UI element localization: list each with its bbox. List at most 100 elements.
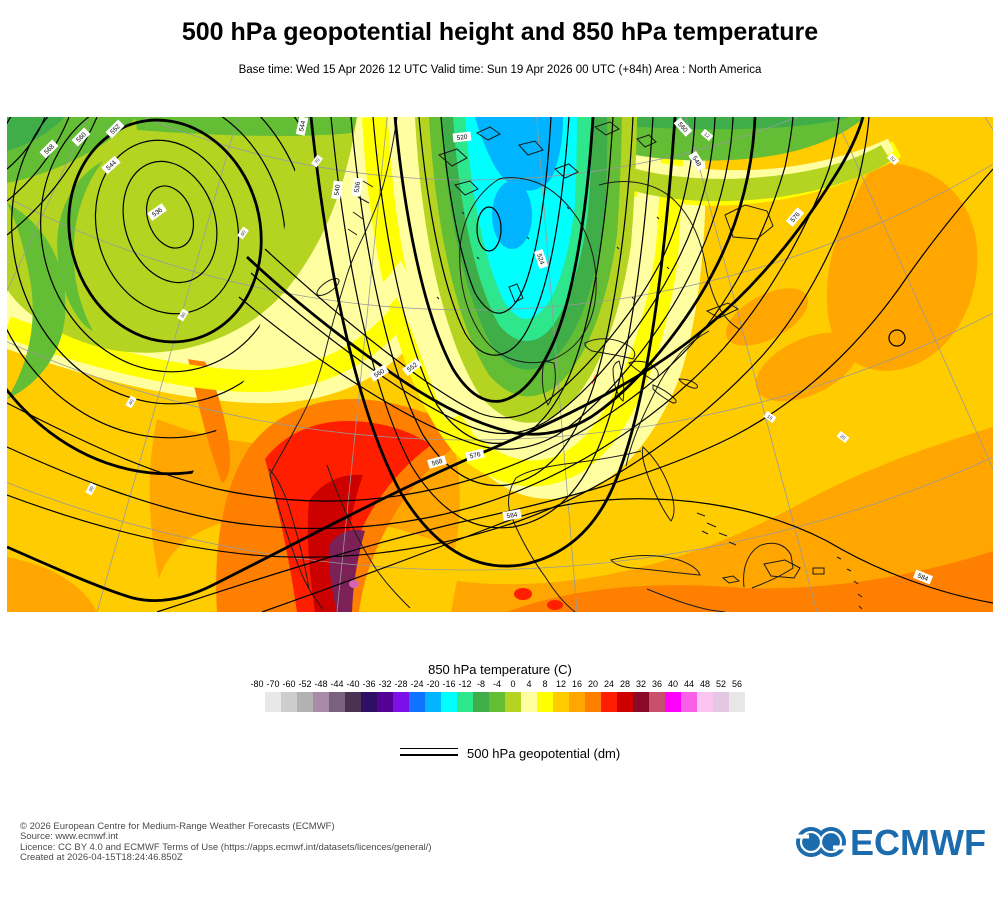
colorbar-tick-label: 12: [555, 679, 566, 689]
svg-text:60: 60: [240, 229, 248, 237]
colorbar-tick-label: -60: [282, 679, 296, 689]
colorbar-tick-label: -52: [298, 679, 312, 689]
temperature-fill: [7, 117, 993, 612]
geopotential-legend: 500 hPa geopotential (dm): [398, 744, 718, 770]
colorbar-cell: [601, 692, 617, 712]
svg-text:30: 30: [88, 485, 96, 493]
colorbar-tick-label: 40: [667, 679, 678, 689]
colorbar-tick-label: 32: [635, 679, 646, 689]
colorbar-cell: [409, 692, 425, 712]
colorbar-tick-label: 36: [651, 679, 662, 689]
svg-text:548: 548: [690, 155, 702, 168]
colorbar-cell: [297, 692, 313, 712]
graticule-labels: 70 60 50 40 30 52 12 20 16: [85, 128, 900, 496]
geopotential-line-sample: [400, 748, 458, 756]
colorbar-cell: [329, 692, 345, 712]
colorbar-tick-label: -28: [394, 679, 408, 689]
colorbar-cell: [521, 692, 537, 712]
created-line: Created at 2026-04-15T18:24:46.850Z: [20, 852, 183, 864]
colorbar-tick-label: 4: [526, 679, 532, 689]
colorbar-cell: [393, 692, 409, 712]
colorbar-tick-label: -20: [426, 679, 440, 689]
colorbar-tick-label: -24: [410, 679, 424, 689]
colorbar-tick-label: 28: [619, 679, 630, 689]
temperature-legend-ticks: -80 -70 -60 -52 -48 -44 -40 -36 -32 -28 -24 -20 -16-…: [250, 679, 753, 690]
svg-text:524: 524: [535, 253, 545, 266]
graticule: [7, 117, 993, 612]
colorbar-cell: [665, 692, 681, 712]
colorbar-tick-label: -44: [330, 679, 344, 689]
chart-subtitle: Base time: Wed 15 Apr 2026 12 UTC Valid …: [238, 64, 762, 76]
temperature-colorbar: [265, 692, 745, 712]
colorbar-tick-label: 44: [683, 679, 694, 689]
svg-text:12: 12: [703, 132, 711, 140]
source-line: Source: www.ecmwf.int: [20, 831, 119, 843]
colorbar-tick-label: -36: [362, 679, 376, 689]
svg-text:560: 560: [373, 368, 386, 380]
svg-text:520: 520: [456, 134, 468, 142]
copyright-line: © 2026 European Centre for Medium-Range …: [20, 821, 335, 832]
svg-text:16: 16: [766, 414, 774, 422]
colorbar-tick-label: 56: [731, 679, 742, 689]
colorbar-tick-label: -16: [442, 679, 456, 689]
colorbar-cell: [617, 692, 633, 712]
colorbar-cell: [681, 692, 697, 712]
colorbar-tick-label: -70: [266, 679, 280, 689]
svg-text:40: 40: [128, 398, 136, 406]
colorbar-cell: [569, 692, 585, 712]
colorbar-cell: [537, 692, 553, 712]
colorbar-cell: [377, 692, 393, 712]
contour-labels: 536 544 552 560 568 520 524 536 540 544 …: [39, 117, 934, 585]
svg-text:584: 584: [916, 572, 929, 583]
colorbar-cell: [585, 692, 601, 712]
ecmwf-logo: ECMWF: [794, 822, 990, 864]
ecmwf-logo-text: ECMWF: [850, 822, 986, 863]
colorbar-tick-label: 0: [510, 679, 516, 689]
colorbar-cell: [441, 692, 457, 712]
colorbar-cell: [361, 692, 377, 712]
colorbar-tick-label: -12: [458, 679, 472, 689]
colorbar-tick-label: 24: [603, 679, 614, 689]
temperature-legend-title: 850 hPa temperature (C): [428, 662, 572, 677]
svg-text:544: 544: [298, 120, 307, 132]
svg-text:52: 52: [888, 156, 896, 164]
svg-text:536: 536: [354, 181, 362, 193]
colorbar-cell: [457, 692, 473, 712]
colorbar-cell: [697, 692, 713, 712]
colorbar-tick-label: -48: [314, 679, 328, 689]
colorbar-tick-label: 20: [587, 679, 598, 689]
weather-map: 536 544 552 560 568 520 524 536 540 544 …: [7, 117, 993, 612]
colorbar-cell: [713, 692, 729, 712]
colorbar-tick-label: -40: [346, 679, 360, 689]
colorbar-tick-label: 16: [571, 679, 582, 689]
colorbar-cell: [281, 692, 297, 712]
colorbar-cell: [473, 692, 489, 712]
colorbar-tick-label: -8: [476, 679, 485, 689]
geopotential-legend-label: 500 hPa geopotential (dm): [467, 746, 621, 761]
colorbar-cell: [649, 692, 665, 712]
colorbar-tick-label: 52: [715, 679, 726, 689]
svg-text:540: 540: [334, 184, 342, 196]
colorbar-tick-label: -80: [250, 679, 264, 689]
svg-text:576: 576: [469, 451, 482, 461]
page-title: 500 hPa geopotential height and 850 hPa …: [181, 18, 819, 46]
svg-text:568: 568: [431, 458, 444, 468]
colorbar-cell: [425, 692, 441, 712]
colorbar-cell: [729, 692, 745, 712]
colorbar-tick-label: 8: [542, 679, 548, 689]
svg-text:20: 20: [839, 434, 847, 442]
svg-text:70: 70: [314, 157, 322, 165]
colorbar-tick-label: -4: [492, 679, 501, 689]
svg-text:584: 584: [506, 511, 518, 520]
svg-text:50: 50: [180, 311, 188, 319]
colorbar-cell: [633, 692, 649, 712]
colorbar-cell: [345, 692, 361, 712]
colorbar-cell: [505, 692, 521, 712]
colorbar-cell: [489, 692, 505, 712]
colorbar-cell: [265, 692, 281, 712]
ecmwf-logo-icon: [794, 827, 848, 857]
colorbar-tick-label: -32: [378, 679, 392, 689]
footer-attribution: © 2026 European Centre for Medium-Range …: [20, 821, 432, 864]
licence-line: Licence: CC BY 4.0 and ECMWF Terms of Us…: [20, 841, 432, 853]
